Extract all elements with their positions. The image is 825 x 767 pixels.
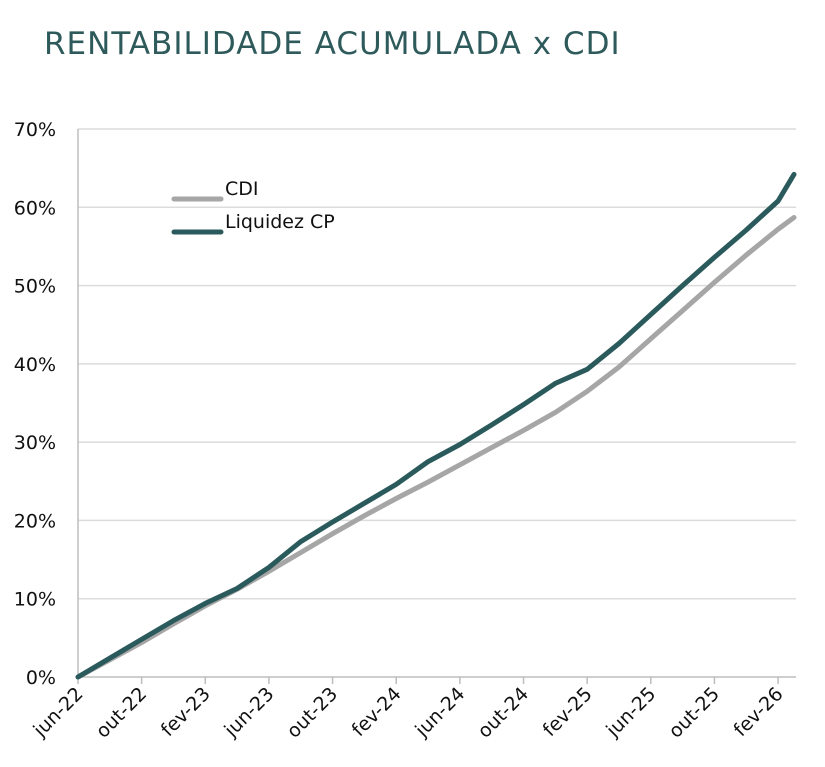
gridlines [78,128,796,600]
y-tick-label: 40% [14,354,56,376]
axes [77,129,796,684]
chart-title: RENTABILIDADE ACUMULADA x CDI [44,26,621,62]
x-tick-label: out-22 [92,683,152,743]
legend: CDI Liquidez CP [171,178,335,235]
y-tick-label: 70% [14,119,56,141]
x-tick-label: jun-25 [601,683,660,742]
y-tick-label: 10% [14,589,56,611]
y-tick-label: 30% [14,432,56,454]
y-tick-label: 50% [14,276,56,298]
x-tick-label: fev-26 [730,683,788,741]
y-tick-label: 0% [26,667,56,689]
series-line-liquidez-cp [75,171,797,680]
legend-label: CDI [225,178,259,200]
x-tick-label: out-24 [474,683,534,743]
x-tick-label: out-23 [283,683,343,743]
series-lines [75,171,797,680]
x-tick-label: fev-24 [348,683,406,741]
y-tick-label: 60% [14,197,56,219]
x-tick-label: jun-24 [410,683,469,742]
y-tick-label: 20% [14,510,56,532]
x-tick-label: fev-23 [157,683,215,741]
x-tick-labels: jun-22 out-22 fev-23 jun-23 out-23 fev-24 jun-… [29,683,788,743]
legend-label: Liquidez CP [225,211,335,233]
x-tick-label: fev-25 [539,683,597,741]
x-tick-label: jun-22 [29,683,88,742]
y-tick-labels: 0% 10% 20% 30% 40% 50% 60% 70% [14,119,56,689]
series-line-cdi [75,215,797,680]
x-tick-label: out-25 [664,683,724,743]
x-tick-label: jun-23 [219,683,278,742]
